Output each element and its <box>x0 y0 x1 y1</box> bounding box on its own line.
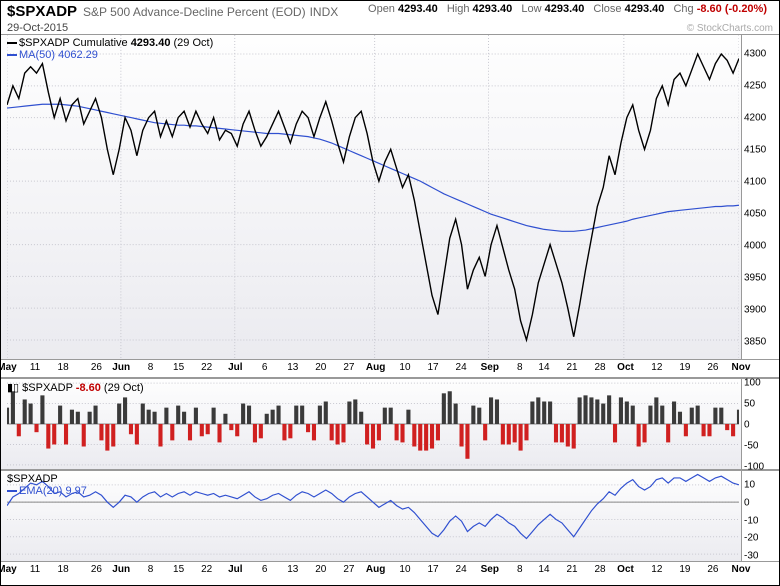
histogram-panel: ▮▯ $SPXADP -8.60 (29 Oct) -100-50050100 <box>1 378 779 470</box>
xaxis-bottom: May111826Jun81522Jul6132027Aug101724Sep8… <box>1 562 779 580</box>
main-chart-panel: $SPXADP Cumulative 4293.40 (29 Oct) MA(5… <box>1 34 779 360</box>
xaxis-top: May111826Jun81522Jul6132027Aug101724Sep8… <box>1 360 779 378</box>
attribution: © StockCharts.com <box>687 23 773 34</box>
ticker-symbol: $SPXADP <box>7 3 77 20</box>
index-label: INDX <box>310 5 339 19</box>
ohlc-summary: Open 4293.40 High 4293.40 Low 4293.40 Cl… <box>368 3 773 15</box>
chart-date: 29-Oct-2015 <box>7 22 68 34</box>
ticker-description: S&P 500 Advance-Decline Percent (EOD) <box>83 5 306 19</box>
ema-panel: $SPXADP EMA(20) 9.97 -30-20-10010 <box>1 470 779 562</box>
